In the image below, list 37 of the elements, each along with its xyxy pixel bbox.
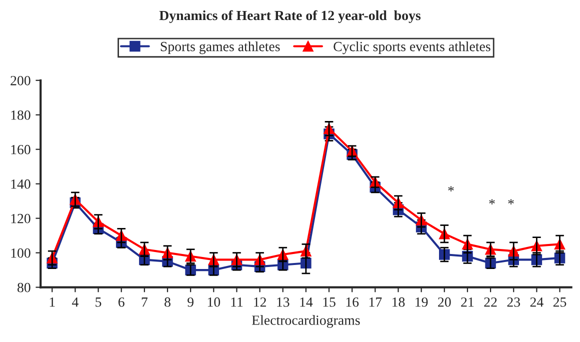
y-tick-label: 160 — [11, 144, 30, 154]
x-tick-label: 10 — [208, 297, 220, 307]
x-tick-label: 20 — [438, 297, 451, 307]
legend-label: Cyclic sports events athletes — [334, 41, 490, 54]
y-tick-label: 80 — [18, 282, 30, 292]
legend-label: Sports games athletes — [160, 41, 280, 54]
x-tick-label: 5 — [96, 298, 102, 307]
x-tick-label: 19 — [416, 297, 428, 307]
y-tick-label: 100 — [11, 248, 30, 258]
x-tick-label: 12 — [254, 297, 266, 307]
x-tick-label: 14 — [300, 297, 313, 307]
x-tick-label: 11 — [231, 297, 243, 307]
x-tick-label: 18 — [392, 297, 405, 307]
x-tick-label: 9 — [188, 297, 194, 307]
x-tick-label: 6 — [118, 297, 124, 307]
x-tick-label: 17 — [369, 297, 382, 307]
annotation: * — [489, 199, 495, 204]
x-tick-label: 15 — [323, 297, 336, 307]
y-tick-label: 120 — [11, 214, 30, 224]
x-tick-label: 22 — [484, 297, 497, 307]
x-tick-label: 1 — [50, 297, 55, 307]
x-tick-label: 16 — [346, 297, 359, 307]
x-tick-label: 21 — [461, 297, 474, 307]
y-tick-label: 180 — [11, 110, 30, 120]
y-tick-label: 200 — [10, 76, 30, 86]
x-tick-label: 23 — [507, 297, 520, 307]
annotation: * — [508, 199, 514, 204]
x-axis-title: Electrocardiograms — [252, 315, 360, 328]
x-tick-label: 4 — [72, 297, 78, 307]
chart-title: Dynamics of Heart Rate of 12 year-old boys — [159, 10, 421, 24]
y-tick-label: 140 — [11, 179, 30, 189]
x-tick-label: 13 — [277, 297, 290, 307]
x-tick-label: 8 — [164, 297, 170, 307]
annotation: * — [448, 186, 454, 192]
x-tick-label: 25 — [553, 297, 566, 307]
x-tick-label: 24 — [530, 297, 544, 307]
x-tick-label: 7 — [142, 298, 148, 307]
